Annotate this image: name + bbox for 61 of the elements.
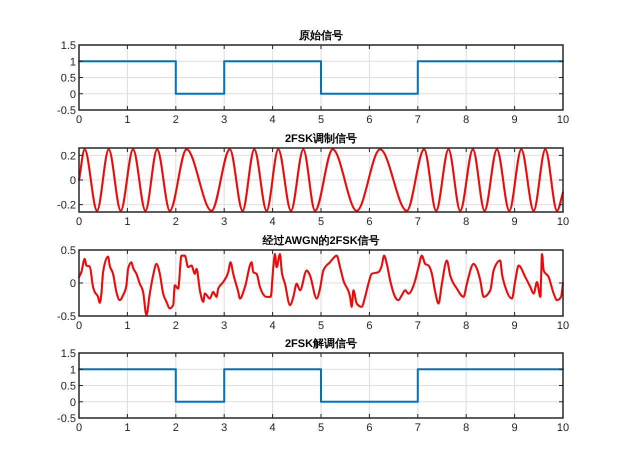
x-tick-label: 4 [270, 320, 276, 332]
x-tick-label: 9 [512, 422, 518, 434]
x-tick-label: 10 [556, 422, 570, 434]
x-tick-label: 9 [512, 320, 518, 332]
y-tick-label: 1.5 [60, 40, 76, 52]
y-tick-label: 0 [70, 175, 76, 187]
y-tick-label: 0.5 [60, 72, 76, 84]
x-tick-label: 4 [270, 422, 276, 434]
y-tick-label: 0.2 [60, 150, 76, 162]
y-tick-label: -0.2 [57, 200, 76, 212]
chart-title: 2FSK解调信号 [284, 337, 358, 350]
y-tick-label: 1.5 [60, 348, 76, 360]
x-tick-label: 8 [463, 422, 470, 434]
x-tick-label: 8 [463, 216, 470, 228]
x-tick-label: 1 [124, 320, 130, 332]
x-tick-label: 2 [172, 114, 179, 126]
x-tick-label: 2 [172, 320, 179, 332]
x-tick-label: 4 [270, 216, 276, 228]
x-tick-label: 7 [414, 320, 421, 332]
x-tick-label: 6 [366, 216, 372, 228]
x-tick-label: 3 [221, 422, 228, 434]
x-tick-label: 5 [318, 216, 324, 228]
x-tick-label: 2 [172, 422, 179, 434]
x-tick-label: 9 [512, 216, 518, 228]
y-tick-label: 0 [70, 396, 76, 409]
y-tick-label: -0.5 [57, 105, 76, 117]
x-tick-label: 8 [463, 114, 470, 126]
x-tick-label: 9 [512, 114, 518, 126]
y-tick-label: 1 [70, 56, 76, 68]
x-tick-label: 6 [366, 422, 372, 434]
x-tick-label: 7 [414, 422, 421, 434]
x-tick-label: 1 [124, 114, 130, 126]
x-tick-label: 5 [318, 422, 324, 434]
chart-title: 经过AWGN的2FSK信号 [261, 234, 380, 247]
line-series [78, 252, 564, 316]
x-tick-label: 4 [270, 114, 276, 126]
x-tick-label: 1 [124, 422, 130, 434]
x-tick-label: 10 [556, 114, 570, 126]
x-tick-label: 6 [366, 320, 372, 332]
x-tick-label: 3 [221, 114, 228, 126]
chart-title: 原始信号 [298, 29, 343, 42]
y-tick-label: -0.5 [57, 413, 76, 425]
y-tick-label: 0 [70, 88, 76, 101]
x-tick-label: 5 [318, 114, 324, 126]
y-tick-label: -0.5 [57, 311, 76, 323]
chart-title: 2FSK调制信号 [284, 132, 358, 145]
x-tick-label: 2 [172, 216, 179, 228]
x-tick-label: 3 [221, 216, 228, 228]
x-tick-label: 7 [414, 216, 421, 228]
x-tick-label: 10 [556, 216, 570, 228]
x-tick-label: 8 [463, 320, 470, 332]
x-tick-label: 6 [366, 114, 372, 126]
x-tick-label: 3 [221, 320, 228, 332]
x-tick-label: 1 [124, 216, 130, 228]
x-tick-label: 7 [414, 114, 421, 126]
x-tick-label: 5 [318, 320, 324, 332]
y-tick-label: 0 [70, 278, 76, 290]
x-tick-label: 10 [556, 320, 570, 332]
y-tick-label: 0.5 [60, 245, 76, 257]
y-tick-label: 0.5 [60, 380, 76, 392]
y-tick-label: 1 [70, 364, 76, 376]
